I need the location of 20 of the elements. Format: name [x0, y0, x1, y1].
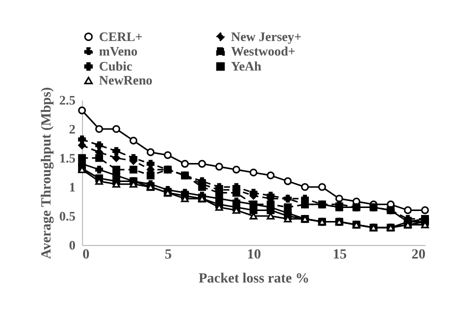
x-tick-label: 20 [412, 248, 426, 262]
y-tick-label: 2.5 [59, 92, 76, 108]
y-axis-title: Average Throughput (Mbps) [39, 86, 54, 259]
legend-label: Cubic [99, 58, 132, 74]
y-tick-label: 2 [69, 122, 76, 136]
y-tick-label: 0 [69, 238, 76, 252]
y-tick-label: 0.5 [59, 208, 76, 224]
y-tick-label: 1.5 [59, 150, 76, 166]
legend-label: YeAh [231, 58, 262, 74]
x-tick-label: 15 [332, 248, 347, 262]
legend-label: NewReno [99, 72, 152, 88]
x-tick-label: 10 [247, 248, 261, 262]
x-axis-title: Packet loss rate % [198, 272, 310, 286]
legend-label: New Jersey+ [231, 28, 302, 44]
legend-label: CERL+ [99, 28, 143, 44]
legend-label: Westwood+ [231, 44, 296, 58]
y-tick-label: 1 [69, 180, 76, 194]
x-tick-label: 0 [82, 248, 90, 262]
x-tick-label: 5 [164, 248, 172, 262]
legend-label: mVeno [99, 44, 138, 58]
